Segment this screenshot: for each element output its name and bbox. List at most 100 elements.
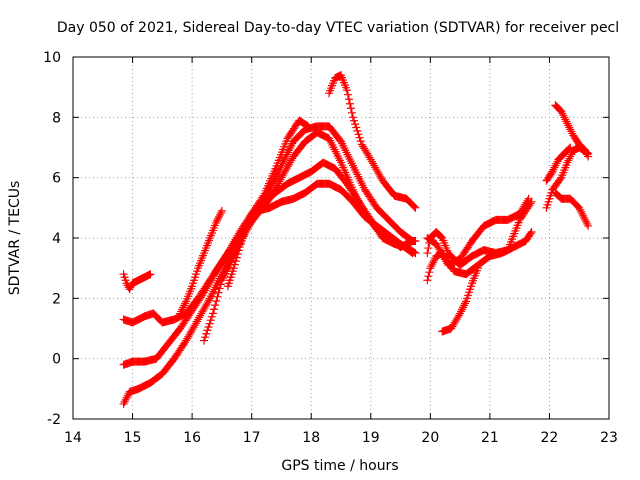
data-point bbox=[215, 284, 224, 293]
data-point bbox=[565, 154, 574, 163]
data-point bbox=[212, 216, 221, 225]
data-point bbox=[568, 129, 577, 138]
data-point bbox=[578, 209, 587, 218]
data-point bbox=[179, 303, 188, 312]
y-tick-label: 0 bbox=[52, 352, 61, 368]
data-point bbox=[427, 262, 436, 271]
data-point bbox=[346, 104, 355, 113]
data-point bbox=[146, 270, 155, 279]
series-track-11 bbox=[423, 194, 533, 270]
data-point bbox=[548, 167, 557, 176]
data-point bbox=[180, 301, 189, 310]
data-point bbox=[348, 113, 357, 122]
series-track-7 bbox=[223, 116, 313, 291]
data-point bbox=[211, 301, 220, 310]
data-point bbox=[584, 221, 593, 230]
data-point bbox=[457, 307, 466, 316]
data-point bbox=[347, 108, 356, 117]
data-point bbox=[411, 203, 420, 212]
data-point bbox=[564, 121, 573, 130]
data-point bbox=[353, 126, 362, 135]
data-point bbox=[207, 312, 216, 321]
data-point bbox=[524, 194, 533, 203]
data-point bbox=[526, 229, 535, 238]
data-point bbox=[423, 276, 432, 285]
data-point bbox=[176, 309, 185, 318]
data-point bbox=[567, 150, 576, 159]
data-point bbox=[210, 305, 219, 314]
x-tick-label: 22 bbox=[541, 430, 559, 446]
data-point bbox=[562, 117, 571, 126]
data-point bbox=[342, 86, 351, 95]
data-point bbox=[178, 305, 187, 314]
data-point bbox=[456, 309, 465, 318]
data-point bbox=[458, 305, 467, 314]
data-point bbox=[559, 111, 568, 120]
data-point bbox=[343, 90, 352, 99]
data-point bbox=[566, 143, 575, 152]
series-track-14 bbox=[542, 143, 593, 212]
data-point bbox=[552, 159, 561, 168]
data-point bbox=[550, 163, 559, 172]
x-tick-label: 18 bbox=[302, 430, 320, 446]
series-track-4 bbox=[119, 128, 417, 408]
data-point bbox=[564, 156, 573, 165]
data-point bbox=[204, 322, 213, 331]
data-point bbox=[355, 133, 364, 142]
data-point bbox=[411, 249, 420, 258]
data-point bbox=[233, 250, 242, 259]
data-point bbox=[565, 123, 574, 132]
series-track-16 bbox=[551, 188, 593, 230]
data-point bbox=[119, 399, 128, 408]
data-point bbox=[566, 152, 575, 161]
y-tick-label: -2 bbox=[47, 412, 61, 428]
data-point bbox=[565, 144, 574, 153]
data-point bbox=[555, 105, 564, 114]
data-point bbox=[424, 244, 433, 253]
data-point bbox=[344, 95, 353, 104]
data-point bbox=[177, 307, 186, 316]
data-point bbox=[583, 219, 592, 228]
data-point bbox=[217, 206, 226, 215]
data-point bbox=[563, 119, 572, 128]
data-point bbox=[216, 208, 225, 217]
x-tick-label: 19 bbox=[362, 430, 380, 446]
data-point bbox=[428, 260, 437, 269]
data-point bbox=[352, 123, 361, 132]
data-point bbox=[523, 196, 532, 205]
x-axis-label: GPS time / hours bbox=[281, 458, 398, 474]
data-point bbox=[549, 165, 558, 174]
data-point bbox=[461, 299, 470, 308]
data-point bbox=[231, 257, 240, 266]
data-point bbox=[436, 231, 445, 240]
data-point bbox=[577, 207, 586, 216]
data-point bbox=[582, 217, 591, 226]
data-point bbox=[211, 218, 220, 227]
x-tick-label: 16 bbox=[183, 430, 201, 446]
data-point bbox=[229, 264, 238, 273]
data-point bbox=[212, 296, 221, 305]
data-point bbox=[201, 333, 210, 342]
data-point bbox=[437, 232, 446, 241]
data-point bbox=[410, 248, 419, 257]
data-point bbox=[123, 391, 132, 400]
data-point bbox=[557, 107, 566, 116]
data-point bbox=[303, 121, 312, 130]
data-point bbox=[579, 211, 588, 220]
plot-frame bbox=[72, 56, 610, 420]
data-point bbox=[473, 264, 482, 273]
series-track-12 bbox=[438, 264, 482, 336]
series-track-1 bbox=[119, 270, 155, 294]
data-point bbox=[203, 326, 212, 335]
data-point bbox=[230, 260, 239, 269]
data-point bbox=[527, 227, 536, 236]
data-point bbox=[350, 116, 359, 125]
data-point bbox=[234, 246, 243, 255]
data-point bbox=[215, 210, 224, 219]
data-point bbox=[561, 115, 570, 124]
y-tick-label: 6 bbox=[52, 171, 61, 187]
data-point bbox=[558, 109, 567, 118]
data-points bbox=[119, 71, 593, 408]
data-point bbox=[583, 148, 592, 157]
data-point bbox=[304, 122, 313, 131]
